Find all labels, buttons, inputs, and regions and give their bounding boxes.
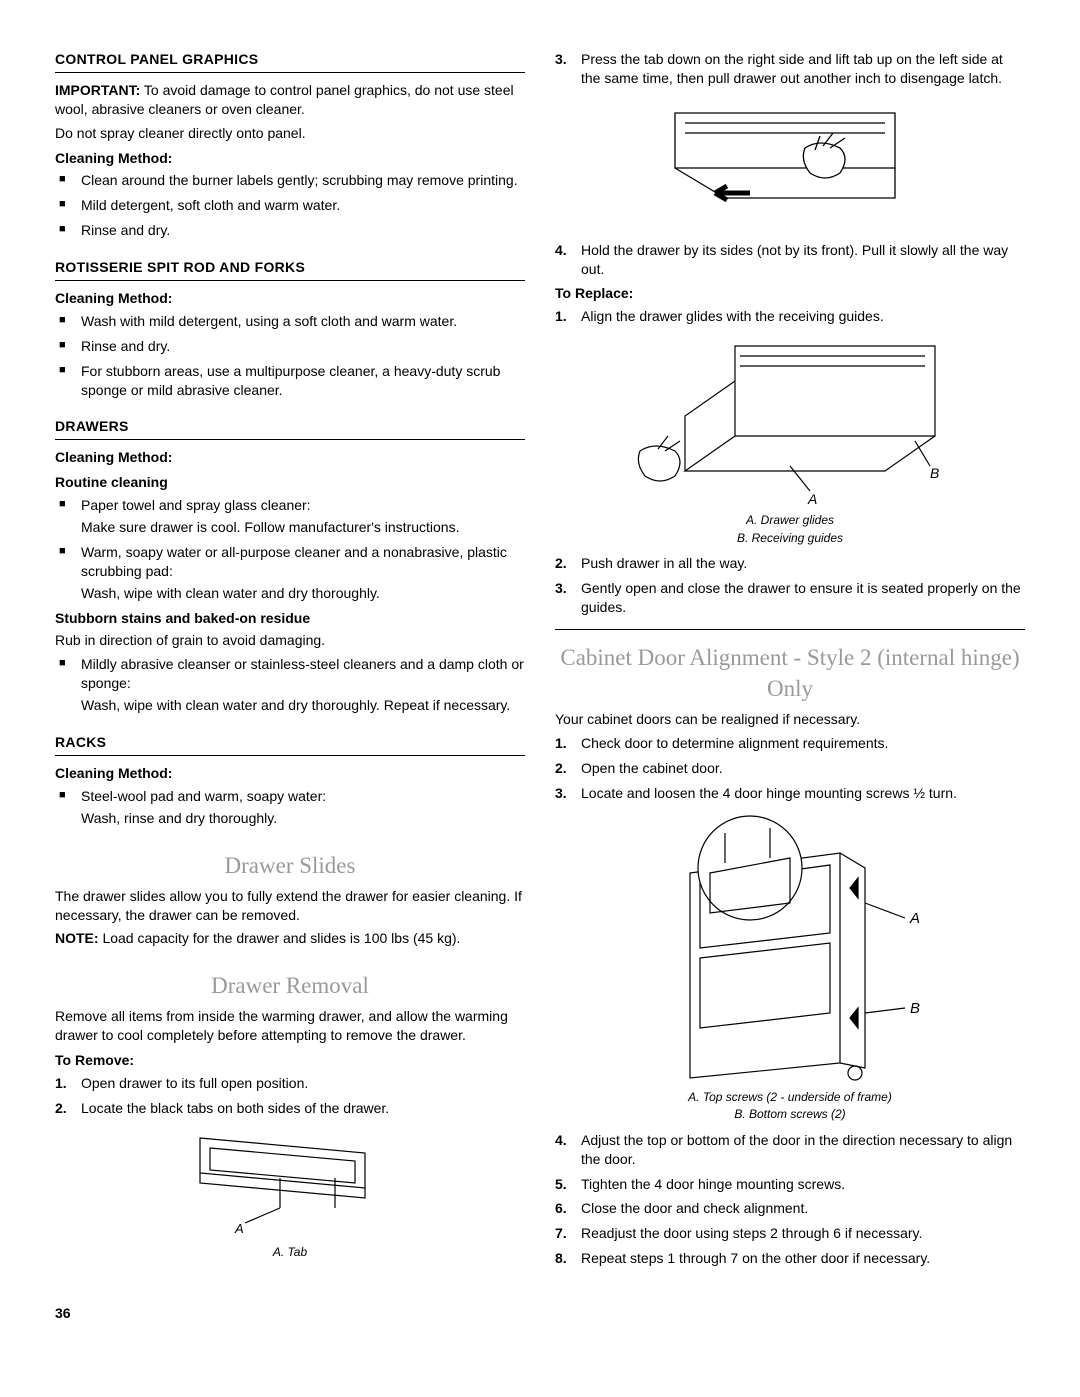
remove-steps-cont: Press the tab down on the right side and… [555, 50, 1025, 88]
list-item: Align the drawer glides with the receivi… [555, 307, 1025, 326]
list-item: Gently open and close the drawer to ensu… [555, 579, 1025, 617]
svg-text:A: A [909, 910, 920, 927]
cleaning-method-label: Cleaning Method: [55, 448, 525, 467]
svg-text:A: A [807, 491, 817, 506]
routine-cleaning-label: Routine cleaning [55, 473, 525, 492]
cleaning-method-label: Cleaning Method: [55, 764, 525, 783]
left-column: CONTROL PANEL GRAPHICS IMPORTANT: To avo… [55, 50, 525, 1274]
heading-control-panel: CONTROL PANEL GRAPHICS [55, 50, 525, 73]
drawer-pull-illustration [665, 98, 915, 228]
fig-caption: A. Tab [55, 1245, 525, 1261]
item-main: Mildly abrasive cleanser or stainless-st… [81, 656, 524, 691]
item-cont: Wash, rinse and dry thoroughly. [81, 809, 525, 828]
heading-rotisserie: ROTISSERIE SPIT ROD AND FORKS [55, 258, 525, 281]
drawer-tab-illustration: A [185, 1128, 395, 1238]
list-item: Close the door and check alignment. [555, 1199, 1025, 1218]
to-replace-label: To Replace: [555, 284, 1025, 303]
right-column: Press the tab down on the right side and… [555, 50, 1025, 1274]
heading-cabinet-door: Cabinet Door Alignment - Style 2 (intern… [555, 642, 1025, 704]
heading-racks: RACKS [55, 733, 525, 756]
item-cont: Wash, wipe with clean water and dry thor… [81, 584, 525, 603]
figure-cabinet-door: A B A. Top screws (2 - underside of fram… [555, 813, 1025, 1123]
list-item: Clean around the burner labels gently; s… [55, 171, 525, 190]
list-item: Mildly abrasive cleanser or stainless-st… [55, 655, 525, 715]
list-item: Locate the black tabs on both sides of t… [55, 1099, 525, 1118]
note-para: NOTE: Load capacity for the drawer and s… [55, 929, 525, 948]
figure-drawer-align: A B A. Drawer glides B. Receiving guides [555, 336, 1025, 546]
item-cont: Wash, wipe with clean water and dry thor… [81, 696, 525, 715]
note-label: NOTE: [55, 930, 99, 946]
list-item: Readjust the door using steps 2 through … [555, 1224, 1025, 1243]
drawers-list-2: Mildly abrasive cleanser or stainless-st… [55, 655, 525, 715]
rub-text: Rub in direction of grain to avoid damag… [55, 631, 525, 650]
no-spray-text: Do not spray cleaner directly onto panel… [55, 124, 525, 143]
divider [555, 629, 1025, 630]
page-number: 36 [55, 1304, 1025, 1323]
list-item: Wash with mild detergent, using a soft c… [55, 312, 525, 331]
item-main: Warm, soapy water or all-purpose cleaner… [81, 544, 507, 579]
list-item: Push drawer in all the way. [555, 554, 1025, 573]
list-item: Tighten the 4 door hinge mounting screws… [555, 1175, 1025, 1194]
cabinet-intro: Your cabinet doors can be realigned if n… [555, 710, 1025, 729]
to-remove-label: To Remove: [55, 1051, 525, 1070]
item-main: Steel-wool pad and warm, soapy water: [81, 788, 326, 804]
replace-steps: Align the drawer glides with the receivi… [555, 307, 1025, 326]
list-item: Mild detergent, soft cloth and warm wate… [55, 196, 525, 215]
list-item: Steel-wool pad and warm, soapy water: Was… [55, 787, 525, 828]
fig-caption-b: B. Receiving guides [555, 531, 1025, 547]
note-text: Load capacity for the drawer and slides … [99, 930, 461, 946]
drawer-slides-text: The drawer slides allow you to fully ext… [55, 887, 525, 925]
cabinet-steps: Check door to determine alignment requir… [555, 734, 1025, 803]
cabinet-steps-cont: Adjust the top or bottom of the door in … [555, 1131, 1025, 1268]
list-item: Open the cabinet door. [555, 759, 1025, 778]
figure-drawer-tab: A A. Tab [55, 1128, 525, 1260]
figure-drawer-pull [555, 98, 1025, 233]
item-main: Paper towel and spray glass cleaner: [81, 497, 311, 513]
control-panel-list: Clean around the burner labels gently; s… [55, 171, 525, 240]
cabinet-door-illustration: A B [640, 813, 940, 1083]
replace-steps-cont: Push drawer in all the way. Gently open … [555, 554, 1025, 617]
stubborn-label: Stubborn stains and baked-on residue [55, 609, 525, 628]
drawers-list-1: Paper towel and spray glass cleaner: Make… [55, 496, 525, 602]
two-column-layout: CONTROL PANEL GRAPHICS IMPORTANT: To avo… [55, 50, 1025, 1274]
list-item: Rinse and dry. [55, 337, 525, 356]
heading-drawers: DRAWERS [55, 417, 525, 440]
important-para: IMPORTANT: To avoid damage to control pa… [55, 81, 525, 119]
important-label: IMPORTANT: [55, 82, 140, 98]
heading-drawer-removal: Drawer Removal [55, 970, 525, 1001]
fig3-caption-a: A. Top screws (2 - underside of frame) [555, 1090, 1025, 1106]
list-item: Adjust the top or bottom of the door in … [555, 1131, 1025, 1169]
list-item: Locate and loosen the 4 door hinge mount… [555, 784, 1025, 803]
list-item: Open drawer to its full open position. [55, 1074, 525, 1093]
heading-drawer-slides: Drawer Slides [55, 850, 525, 881]
item-cont: Make sure drawer is cool. Follow manufac… [81, 518, 525, 537]
svg-text:B: B [930, 465, 939, 481]
rotisserie-list: Wash with mild detergent, using a soft c… [55, 312, 525, 400]
drawer-removal-text: Remove all items from inside the warming… [55, 1007, 525, 1045]
cleaning-method-label: Cleaning Method: [55, 149, 525, 168]
list-item: Repeat steps 1 through 7 on the other do… [555, 1249, 1025, 1268]
remove-steps-cont2: Hold the drawer by its sides (not by its… [555, 241, 1025, 279]
list-item: Hold the drawer by its sides (not by its… [555, 241, 1025, 279]
list-item: Warm, soapy water or all-purpose cleaner… [55, 543, 525, 603]
list-item: For stubborn areas, use a multipurpose c… [55, 362, 525, 400]
remove-steps: Open drawer to its full open position. L… [55, 1074, 525, 1118]
fig-caption-a: A. Drawer glides [555, 513, 1025, 529]
list-item: Check door to determine alignment requir… [555, 734, 1025, 753]
racks-list: Steel-wool pad and warm, soapy water: Was… [55, 787, 525, 828]
list-item: Paper towel and spray glass cleaner: Make… [55, 496, 525, 537]
drawer-align-illustration: A B [625, 336, 955, 506]
list-item: Rinse and dry. [55, 221, 525, 240]
fig3-caption-b: B. Bottom screws (2) [555, 1107, 1025, 1123]
fig-label-a: A [234, 1221, 244, 1236]
list-item: Press the tab down on the right side and… [555, 50, 1025, 88]
cleaning-method-label: Cleaning Method: [55, 289, 525, 308]
svg-text:B: B [910, 1000, 920, 1017]
